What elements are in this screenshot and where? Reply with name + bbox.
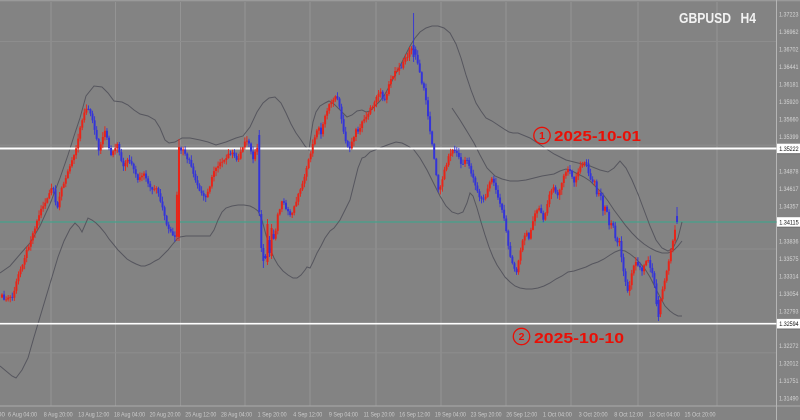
svg-text:1.32594: 1.32594 [779, 321, 799, 328]
svg-text:13 Aug 12:00: 13 Aug 12:00 [78, 412, 109, 419]
svg-text:00: 00 [0, 412, 5, 419]
svg-text:6 Aug 04:00: 6 Aug 04:00 [8, 412, 37, 419]
svg-text:1.33054: 1.33054 [779, 291, 799, 298]
svg-text:19 Sep 04:00: 19 Sep 04:00 [435, 412, 466, 419]
svg-text:1.33836: 1.33836 [779, 239, 799, 246]
svg-text:25 Aug 12:00: 25 Aug 12:00 [185, 412, 216, 419]
svg-text:1.33314: 1.33314 [779, 273, 799, 280]
svg-text:1: 1 [539, 130, 545, 142]
svg-text:15 Oct 20:00: 15 Oct 20:00 [685, 412, 716, 419]
svg-text:GBPUSD H4: GBPUSD H4 [679, 11, 756, 27]
svg-text:1.32272: 1.32272 [779, 343, 799, 350]
svg-text:1.34357: 1.34357 [779, 204, 799, 211]
svg-text:1.35222: 1.35222 [779, 146, 799, 153]
svg-text:1.34115: 1.34115 [779, 219, 799, 226]
svg-text:1 Sep 20:00: 1 Sep 20:00 [258, 412, 287, 419]
svg-text:1.31490: 1.31490 [779, 396, 799, 403]
svg-text:2: 2 [519, 331, 525, 343]
svg-text:1.34878: 1.34878 [779, 169, 799, 176]
svg-text:4 Sep 12:00: 4 Sep 12:00 [293, 412, 322, 419]
svg-text:9 Sep 04:00: 9 Sep 04:00 [329, 412, 358, 419]
svg-text:28 Aug 04:00: 28 Aug 04:00 [221, 412, 252, 419]
svg-text:1 Oct 04:00: 1 Oct 04:00 [543, 412, 572, 419]
svg-text:1.37223: 1.37223 [779, 12, 799, 19]
svg-text:18 Aug 04:00: 18 Aug 04:00 [114, 412, 145, 419]
svg-text:16 Sep 12:00: 16 Sep 12:00 [399, 412, 430, 419]
svg-text:23 Sep 20:00: 23 Sep 20:00 [471, 412, 502, 419]
svg-text:1.35660: 1.35660 [779, 116, 799, 123]
svg-text:1.36962: 1.36962 [779, 29, 799, 36]
svg-text:2025-10-10: 2025-10-10 [534, 330, 624, 347]
svg-text:1.32012: 1.32012 [779, 361, 799, 368]
svg-text:2025-10-01: 2025-10-01 [554, 128, 641, 145]
svg-text:1.36181: 1.36181 [779, 82, 799, 89]
svg-text:1.32793: 1.32793 [779, 308, 799, 315]
svg-text:20 Aug 20:00: 20 Aug 20:00 [150, 412, 181, 419]
svg-text:8 Aug 20:00: 8 Aug 20:00 [44, 412, 73, 419]
svg-text:1.35399: 1.35399 [779, 134, 799, 141]
svg-text:3 Oct 20:00: 3 Oct 20:00 [579, 412, 608, 419]
svg-text:1.33575: 1.33575 [779, 256, 799, 263]
svg-text:1.36441: 1.36441 [779, 64, 799, 71]
svg-text:26 Sep 12:00: 26 Sep 12:00 [506, 412, 537, 419]
svg-text:1.36702: 1.36702 [779, 47, 799, 54]
svg-text:1.34617: 1.34617 [779, 186, 799, 193]
svg-text:8 Oct 12:00: 8 Oct 12:00 [614, 412, 643, 419]
svg-text:1.31751: 1.31751 [779, 378, 799, 385]
svg-text:13 Oct 04:00: 13 Oct 04:00 [649, 412, 680, 419]
svg-text:1.35920: 1.35920 [779, 99, 799, 106]
svg-text:11 Sep 20:00: 11 Sep 20:00 [364, 412, 395, 419]
